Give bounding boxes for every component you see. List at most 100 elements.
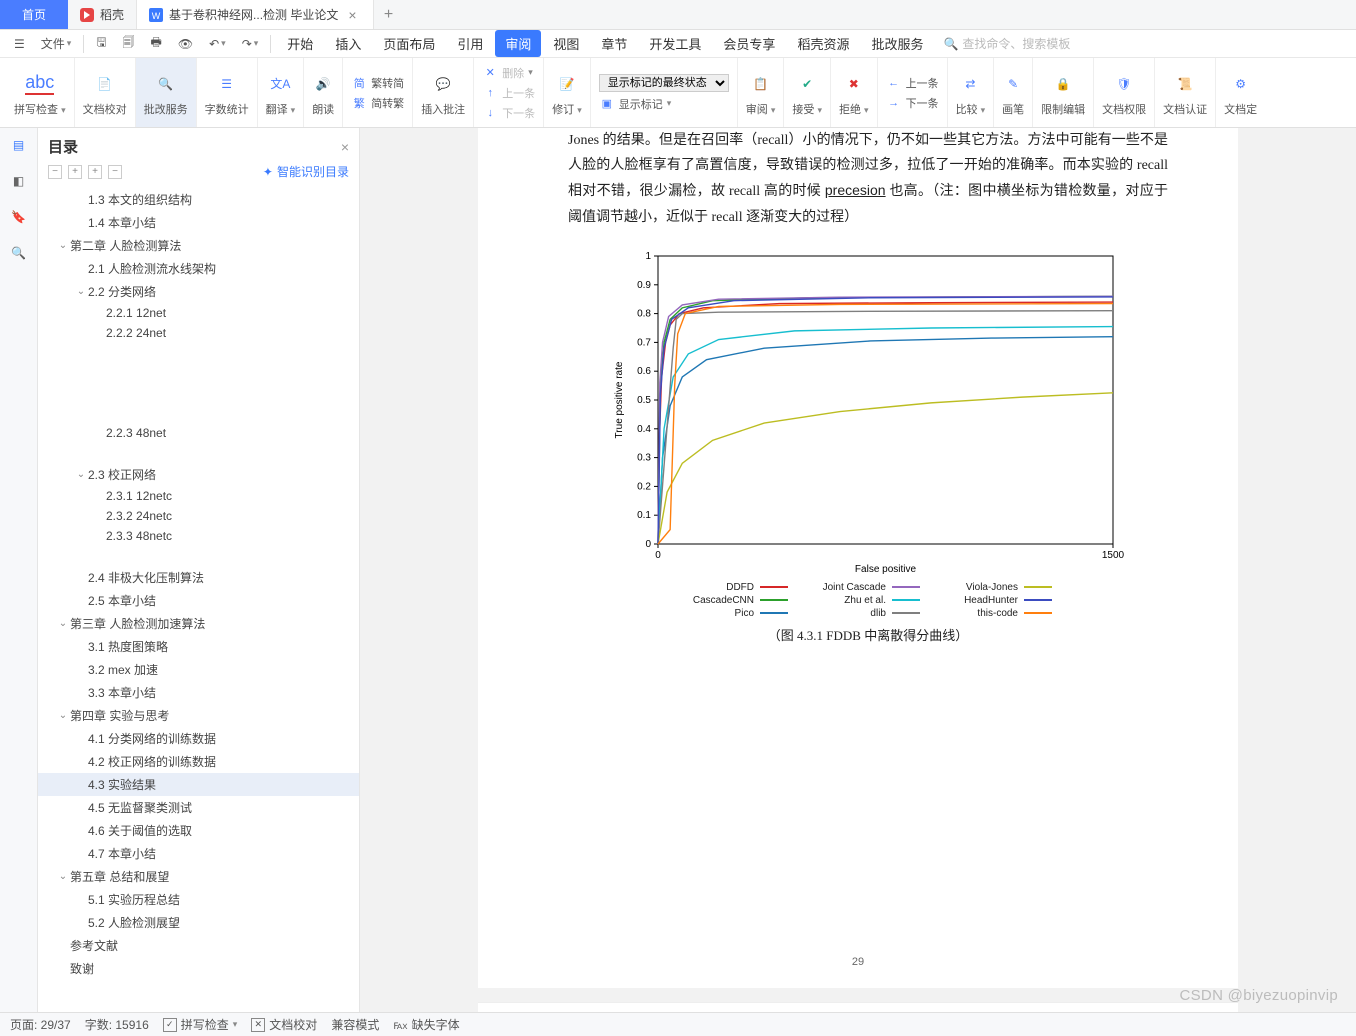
menu-tab-5[interactable]: 视图 <box>543 30 589 57</box>
outline-icon[interactable]: ▤ <box>8 134 30 156</box>
toc-item[interactable]: 致谢 <box>38 957 359 980</box>
proofread-button[interactable]: 📄文档校对 <box>75 58 136 127</box>
next-change-button[interactable]: →下一条 <box>886 95 939 111</box>
toc-item[interactable]: 4.7 本章小结 <box>38 842 359 865</box>
to-simplified-button[interactable]: 简繁转简 <box>351 75 404 91</box>
menu-tab-1[interactable]: 插入 <box>325 30 371 57</box>
menu-tab-10[interactable]: 批改服务 <box>861 30 933 57</box>
new-tab-button[interactable]: + <box>374 0 404 29</box>
expand-all-icon[interactable]: + <box>68 165 82 179</box>
menu-tab-2[interactable]: 页面布局 <box>373 30 445 57</box>
doc-permission-button[interactable]: 🛡文档权限 <box>1094 58 1155 127</box>
spellcheck-button[interactable]: abc拼写检查 ▾ <box>6 58 75 127</box>
toc-item[interactable] <box>38 343 359 363</box>
nav-icon[interactable]: ◧ <box>8 170 30 192</box>
status-page[interactable]: 页面: 29/37 <box>10 1016 71 1033</box>
toc-item[interactable]: 2.3.3 48netc <box>38 526 359 546</box>
ink-button[interactable]: ✎画笔 <box>994 58 1033 127</box>
toc-item[interactable] <box>38 403 359 423</box>
menu-tab-7[interactable]: 开发工具 <box>639 30 711 57</box>
wordcount-button[interactable]: ☰字数统计 <box>197 58 258 127</box>
doc-cert-button[interactable]: 📜文档认证 <box>1155 58 1216 127</box>
menu-tab-6[interactable]: 章节 <box>591 30 637 57</box>
tab-home[interactable]: 首页 <box>0 0 68 29</box>
toc-item[interactable]: 2.5 本章小结 <box>38 589 359 612</box>
toc-item[interactable]: 4.5 无监督聚类测试 <box>38 796 359 819</box>
toc-item[interactable]: ⌄第五章 总结和展望 <box>38 865 359 888</box>
close-icon[interactable]: × <box>344 7 360 23</box>
status-compat[interactable]: 兼容模式 <box>331 1016 379 1033</box>
toc-item[interactable]: 5.2 人脸检测展望 <box>38 911 359 934</box>
search-icon[interactable]: 🔍 <box>8 242 30 264</box>
toc-list[interactable]: 1.3 本文的组织结构1.4 本章小结⌄第二章 人脸检测算法2.1 人脸检测流水… <box>38 186 359 1012</box>
menu-tab-4[interactable]: 审阅 <box>495 30 541 57</box>
close-toc-icon[interactable]: × <box>341 139 349 155</box>
to-traditional-button[interactable]: 繁简转繁 <box>351 95 404 111</box>
markup-view-select[interactable]: 显示标记的最终状态 <box>599 74 729 92</box>
review-pane-button[interactable]: 📋审阅 ▾ <box>738 58 785 127</box>
menu-tab-3[interactable]: 引用 <box>447 30 493 57</box>
toc-item[interactable]: 2.3.2 24netc <box>38 506 359 526</box>
toc-item[interactable]: 1.3 本文的组织结构 <box>38 188 359 211</box>
toc-item[interactable]: 4.6 关于阈值的选取 <box>38 819 359 842</box>
toc-item[interactable]: 2.2.1 12net <box>38 303 359 323</box>
toc-item[interactable]: 4.2 校正网络的训练数据 <box>38 750 359 773</box>
doc-settings-button[interactable]: ⚙文档定 <box>1216 58 1265 127</box>
undo-icon[interactable]: ↶▾ <box>203 33 232 55</box>
toc-item[interactable] <box>38 383 359 403</box>
restrict-edit-button[interactable]: 🔒限制编辑 <box>1033 58 1094 127</box>
read-aloud-button[interactable]: 🔊朗读 <box>304 58 343 127</box>
toc-item[interactable]: 5.1 实验历程总结 <box>38 888 359 911</box>
toc-item[interactable]: 4.3 实验结果 <box>38 773 359 796</box>
toc-item[interactable]: 参考文献 <box>38 934 359 957</box>
toc-item[interactable]: ⌄第三章 人脸检测加速算法 <box>38 612 359 635</box>
toc-item[interactable]: ⌄2.3 校正网络 <box>38 463 359 486</box>
level-up-icon[interactable]: + <box>88 165 102 179</box>
toc-item[interactable]: 3.1 热度图策略 <box>38 635 359 658</box>
insert-comment-button[interactable]: 💬插入批注 <box>413 58 474 127</box>
tab-shell[interactable]: 稻壳 <box>68 0 137 29</box>
toc-item[interactable]: 2.2.3 48net <box>38 423 359 443</box>
menu-tab-0[interactable]: 开始 <box>277 30 323 57</box>
toc-item[interactable]: ⌄2.2 分类网络 <box>38 280 359 303</box>
file-menu[interactable]: 文件▾ <box>35 31 78 56</box>
tab-document[interactable]: W 基于卷积神经网...检测 毕业论文 × <box>137 0 374 29</box>
print-icon[interactable]: 🖶 <box>145 29 168 58</box>
toc-item[interactable]: ⌄第四章 实验与思考 <box>38 704 359 727</box>
collapse-all-icon[interactable]: − <box>48 165 62 179</box>
next-comment-button[interactable]: ↓下一条 <box>482 105 535 121</box>
menu-tab-8[interactable]: 会员专享 <box>713 30 785 57</box>
toc-item[interactable]: 2.3.1 12netc <box>38 486 359 506</box>
delete-comment-button[interactable]: ✕删除▾ <box>482 65 535 81</box>
smart-toc-button[interactable]: ✦智能识别目录 <box>263 163 349 180</box>
command-search[interactable]: 🔍 查找命令、搜索模板 <box>943 35 1070 52</box>
menu-tab-9[interactable]: 稻壳资源 <box>787 30 859 57</box>
track-changes-button[interactable]: 📝修订 ▾ <box>544 58 591 127</box>
reject-button[interactable]: ✖拒绝 ▾ <box>831 58 878 127</box>
prev-comment-button[interactable]: ↑上一条 <box>482 85 535 101</box>
toc-item[interactable]: 4.1 分类网络的训练数据 <box>38 727 359 750</box>
translate-button[interactable]: 文A翻译 ▾ <box>258 58 305 127</box>
toc-item[interactable]: 3.2 mex 加速 <box>38 658 359 681</box>
status-proofread[interactable]: ✕文档校对 <box>251 1016 317 1033</box>
prev-change-button[interactable]: ←上一条 <box>886 75 939 91</box>
toc-item[interactable]: 2.4 非极大化压制算法 <box>38 566 359 589</box>
document-area[interactable]: Jones 的结果。但是在召回率（recall）小的情况下，仍不如一些其它方法。… <box>360 128 1356 1012</box>
status-missing-font[interactable]: ℻缺失字体 <box>393 1016 459 1033</box>
status-spellcheck[interactable]: ✓拼写检查 ▾ <box>163 1016 238 1033</box>
save-icon[interactable]: 🖫 <box>90 29 112 58</box>
correction-service-button[interactable]: 🔍批改服务 <box>136 58 197 127</box>
level-down-icon[interactable]: − <box>108 165 122 179</box>
toc-item[interactable] <box>38 363 359 383</box>
bookmark-icon[interactable]: 🔖 <box>8 206 30 228</box>
toc-item[interactable]: 3.3 本章小结 <box>38 681 359 704</box>
toc-item[interactable] <box>38 546 359 566</box>
saveas-icon[interactable]: 🗐 <box>117 29 141 58</box>
toc-item[interactable]: 2.1 人脸检测流水线架构 <box>38 257 359 280</box>
compare-button[interactable]: ⇄比较 ▾ <box>948 58 995 127</box>
toc-item[interactable]: 2.2.2 24net <box>38 323 359 343</box>
show-markup-button[interactable]: ▣显示标记▾ <box>599 96 729 112</box>
redo-icon[interactable]: ↷▾ <box>236 33 265 55</box>
toc-item[interactable] <box>38 443 359 463</box>
preview-icon[interactable]: 👁 <box>172 33 199 55</box>
